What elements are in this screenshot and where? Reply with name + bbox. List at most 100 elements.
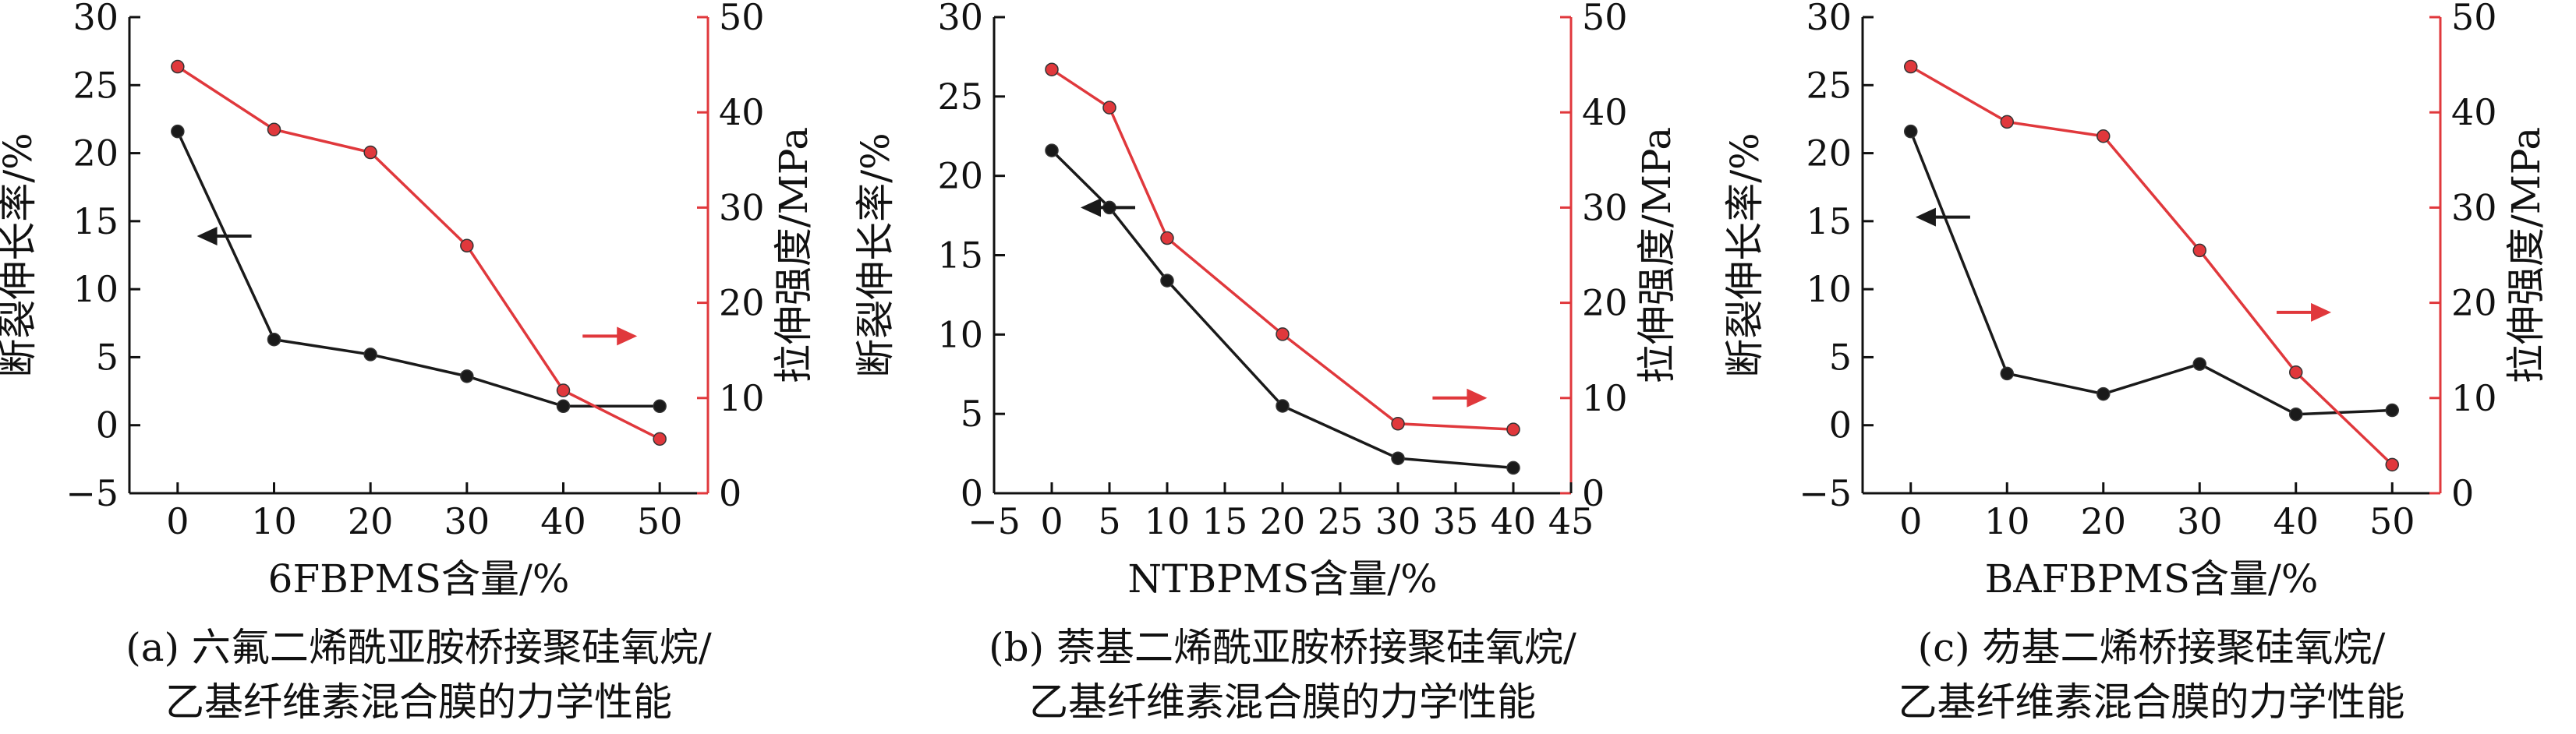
right-axis-arrow-icon: [2277, 302, 2332, 322]
left-tick-label: −5: [65, 472, 119, 514]
x-tick-label: 40: [1491, 500, 1537, 542]
elongation-series-line: [1909, 130, 2393, 416]
elongation-data-point: [363, 348, 377, 362]
right-tick-label: 30: [2451, 186, 2497, 228]
right-tick-label: 10: [1582, 377, 1628, 419]
right-tick-label: 40: [719, 91, 765, 133]
elongation-data-point: [1160, 273, 1174, 288]
elongation-data-point: [171, 124, 185, 139]
right-tick-label: 50: [2451, 0, 2497, 38]
x-tick-label: 0: [166, 500, 189, 542]
left-axis-arrow-icon: [196, 227, 252, 246]
arrow-head: [196, 227, 218, 246]
x-tick-label: 10: [1145, 500, 1191, 542]
left-tick-label: 5: [961, 393, 983, 435]
right-tick-label: 30: [1582, 186, 1628, 228]
elongation-data-point: [1276, 399, 1290, 413]
elongation-data-point: [2192, 357, 2206, 371]
arrow-head: [1467, 388, 1488, 408]
caption-line-1: (a) 六氟二烯酰亚胺桥接聚硅氧烷/: [126, 625, 712, 670]
elongation-data-point: [2097, 386, 2111, 401]
elongation-data-point: [267, 332, 281, 347]
right-tick-label: 50: [1582, 0, 1628, 38]
right-tick-label: 40: [1582, 91, 1628, 133]
x-tick-label: 15: [1202, 500, 1248, 542]
right-axis-title: 拉伸强度/MPa: [771, 127, 816, 383]
tensile-strength-data-point: [1904, 59, 1918, 74]
elongation-data-point: [1045, 143, 1059, 157]
left-tick-label: 25: [937, 76, 983, 118]
tensile-strength-data-point: [1102, 101, 1116, 115]
tensile-strength-data-point: [363, 145, 377, 160]
right-tick-label: 20: [719, 282, 765, 324]
tensile-strength-data-point: [2289, 365, 2303, 379]
x-tick-label: 50: [2369, 500, 2415, 542]
x-tick-label: 45: [1548, 500, 1594, 542]
left-axis-arrow-icon: [1081, 198, 1135, 217]
right-axis-title: 拉伸强度/MPa: [1634, 127, 1679, 383]
tensile-strength-data-point: [1391, 417, 1405, 431]
right-tick-label: 30: [719, 186, 765, 228]
elongation-series-line: [176, 130, 660, 408]
x-tick-label: 40: [540, 500, 586, 542]
right-tick-label: 10: [2451, 377, 2497, 419]
elongation-data-point: [653, 399, 667, 414]
elongation-data-point: [2000, 366, 2014, 381]
left-tick-label: 5: [96, 336, 119, 378]
caption-line-1: (c) 芴基二烯桥接聚硅氧烷/: [1918, 625, 2386, 670]
left-tick-label: −5: [1799, 472, 1852, 514]
x-tick-label: 50: [637, 500, 683, 542]
x-tick-label: 40: [2273, 500, 2319, 542]
left-tick-label: 10: [1806, 268, 1852, 310]
tensile-strength-data-point: [2192, 243, 2206, 258]
left-tick-label: 5: [1829, 336, 1852, 378]
left-tick-label: 30: [73, 0, 119, 38]
elongation-data-point: [1506, 461, 1520, 475]
right-tick-label: 40: [2451, 91, 2497, 133]
tensile-strength-data-point: [1506, 422, 1520, 436]
tensile-strength-data-point: [460, 238, 474, 253]
chart-panel-c: −5 0 5 10 15 20 25 30 0 10 20 30 40 50 0 10 20 30 40 50 BAFB…: [1722, 0, 2549, 725]
x-tick-label: 10: [251, 500, 297, 542]
x-tick-label: 30: [444, 500, 490, 542]
right-tick-label: 10: [719, 377, 765, 419]
left-tick-label: 20: [937, 155, 983, 197]
elongation-data-point: [556, 399, 571, 414]
elongation-data-point: [1904, 124, 1918, 139]
arrow-head: [1081, 198, 1101, 217]
tensile-strength-data-point: [2385, 457, 2399, 472]
x-axis-title: BAFBPMS含量/%: [1985, 556, 2319, 602]
left-tick-label: 0: [96, 404, 119, 446]
elongation-series-line: [1050, 149, 1514, 470]
right-tick-label: 20: [2451, 282, 2497, 324]
tensile-strength-data-point: [653, 432, 667, 446]
left-tick-label: 25: [1806, 64, 1852, 106]
left-axis-arrow-icon: [1915, 207, 1970, 227]
caption-line-2: 乙基纤维素混合膜的力学性能: [1898, 679, 2405, 725]
elongation-data-point: [460, 369, 474, 383]
left-tick-label: 20: [73, 132, 119, 175]
left-tick-label: 10: [73, 268, 119, 310]
tensile-strength-data-point: [2097, 129, 2111, 143]
x-tick-label: 20: [1260, 500, 1306, 542]
x-tick-label: 20: [348, 500, 394, 542]
tensile-strength-data-point: [1160, 231, 1174, 245]
x-tick-label: −5: [968, 500, 1021, 542]
caption-line-1: (b) 萘基二烯酰亚胺桥接聚硅氧烷/: [989, 625, 1576, 670]
chart-panel-a: −5 0 5 10 15 20 25 30 0 10 20 30 40 50 0 10 20 30 40 50 6FBP…: [0, 0, 816, 725]
caption-line-2: 乙基纤维素混合膜的力学性能: [165, 679, 672, 725]
tensile-strength-series-line: [1909, 65, 2394, 466]
x-tick-label: 0: [1040, 500, 1063, 542]
x-tick-label: 30: [2177, 500, 2223, 542]
elongation-data-point: [2289, 407, 2303, 422]
x-axis-title: NTBPMS含量/%: [1127, 556, 1437, 602]
left-axis-title: 断裂伸长率/%: [853, 132, 898, 377]
x-tick-label: 10: [1984, 500, 2030, 542]
left-tick-label: 15: [73, 200, 119, 242]
right-axis-title: 拉伸强度/MPa: [2503, 127, 2549, 383]
tensile-strength-data-point: [1276, 327, 1290, 341]
left-axis-title: 断裂伸长率/%: [0, 132, 41, 377]
tensile-strength-series-line: [1051, 68, 1514, 431]
right-tick-label: 20: [1582, 282, 1628, 324]
